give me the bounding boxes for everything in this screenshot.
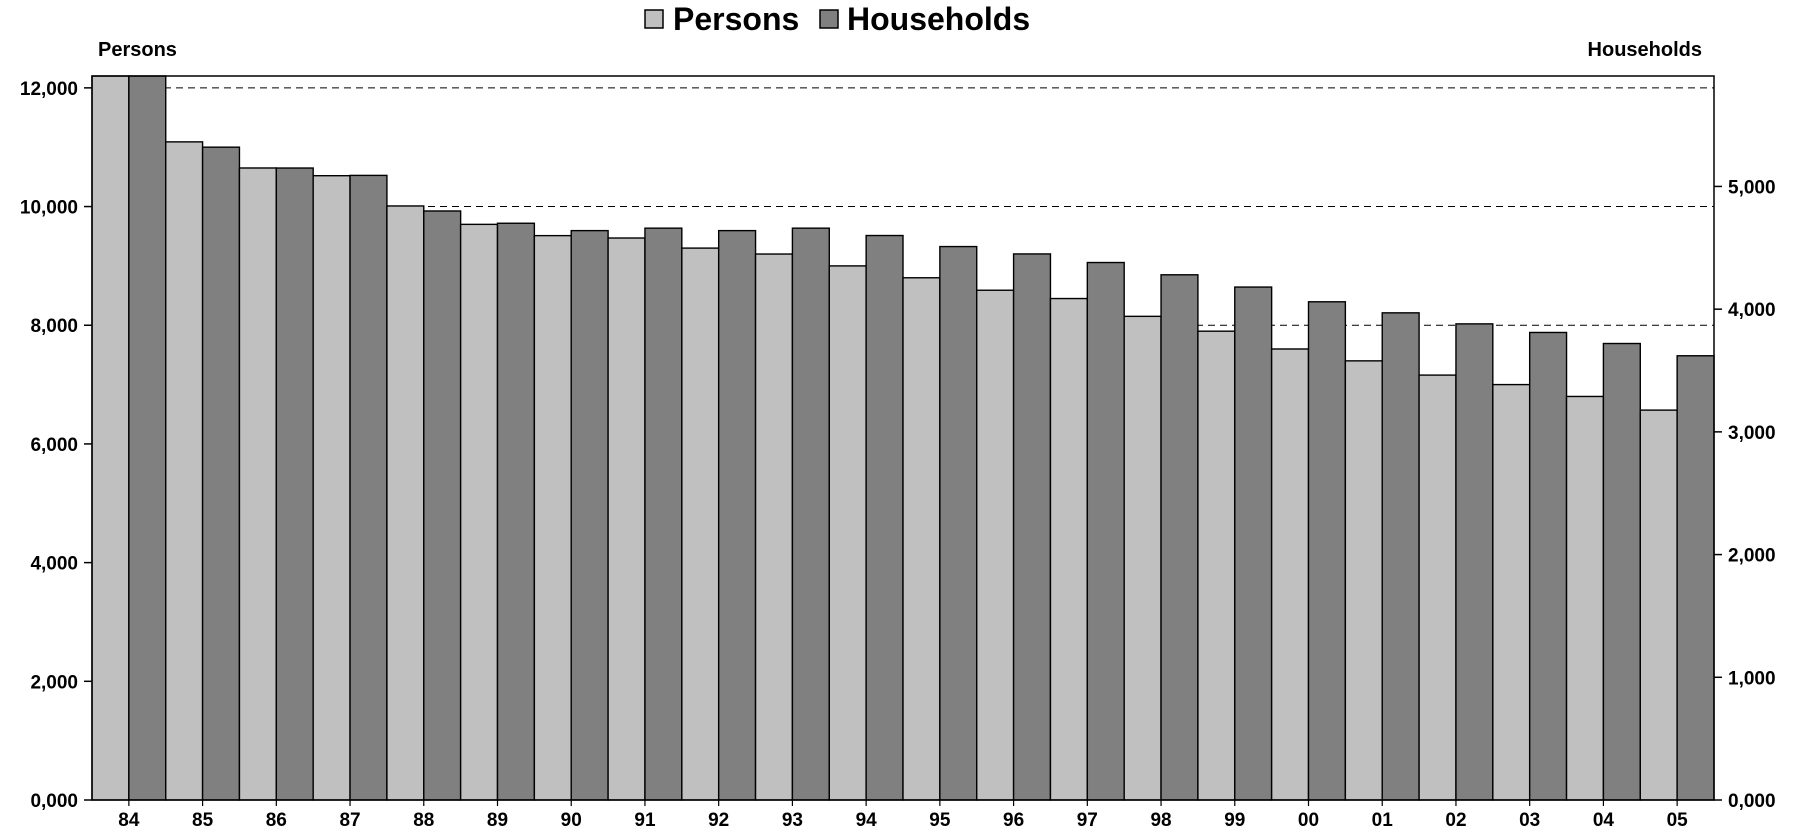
- bar-households-96: [1012, 253, 1052, 801]
- bar-persons-92: [681, 247, 720, 801]
- left-tick-label: 8,000: [30, 316, 78, 337]
- bar-persons-04: [1565, 395, 1605, 801]
- left-axis-title: Persons: [98, 39, 177, 61]
- bar-households-87: [349, 174, 388, 801]
- bars: [91, 75, 1715, 801]
- x-tick-label: 93: [782, 810, 803, 831]
- right-tick-label: 2,000: [1728, 546, 1776, 567]
- right-tick-label: 1,000: [1728, 668, 1776, 689]
- bar-persons-90: [533, 234, 572, 801]
- bar-persons-03: [1492, 383, 1531, 801]
- bar-households-88: [423, 210, 462, 801]
- bar-persons-00: [1270, 348, 1310, 801]
- bar-persons-99: [1197, 330, 1236, 801]
- x-tick-label: 03: [1519, 810, 1540, 831]
- right-axis-title: Households: [1588, 39, 1702, 61]
- bar-persons-86: [238, 167, 278, 801]
- bar-households-01: [1381, 312, 1420, 801]
- x-tick-label: 85: [192, 810, 214, 831]
- x-tick-label: 89: [487, 810, 508, 831]
- legend-swatch-persons: [644, 9, 664, 29]
- left-axis: 0,000 2,000 4,000 6,000 8,000 10,000 12,000: [20, 79, 92, 812]
- x-tick-label: 88: [413, 810, 434, 831]
- bar-households-05: [1676, 355, 1715, 801]
- x-tick-label: 04: [1593, 810, 1615, 831]
- bar-households-00: [1307, 301, 1347, 801]
- left-tick-label: 0,000: [30, 791, 78, 812]
- bar-persons-85: [165, 141, 204, 801]
- bar-households-94: [865, 234, 904, 801]
- bar-persons-89: [459, 223, 499, 801]
- bar-households-95: [939, 245, 978, 801]
- bar-persons-05: [1639, 409, 1678, 801]
- right-tick-label: 5,000: [1728, 177, 1776, 198]
- bar-households-03: [1528, 331, 1568, 801]
- legend-label-persons: Persons: [673, 1, 799, 37]
- x-tick-label: 00: [1298, 810, 1319, 831]
- legend: Persons Households: [644, 1, 1030, 37]
- right-tick-label: 3,000: [1728, 423, 1776, 444]
- bar-persons-97: [1049, 297, 1089, 801]
- plot-frame: [91, 75, 1715, 801]
- x-tick-label: 05: [1667, 810, 1689, 831]
- x-tick-label: 86: [266, 810, 287, 831]
- x-tick-label: 92: [708, 810, 729, 831]
- left-tick-label: 10,000: [20, 198, 78, 219]
- left-tick-label: 6,000: [30, 435, 78, 456]
- x-tick-label: 02: [1445, 810, 1466, 831]
- left-tick-label: 4,000: [30, 554, 78, 575]
- x-axis: 84 85 86 87 88 89 90 91 92 93 94 95 96 97 98 99 00 01 02 03…: [118, 800, 1688, 831]
- bar-persons-84: [91, 75, 130, 801]
- legend-label-households: Households: [847, 1, 1030, 37]
- bar-households-02: [1455, 323, 1494, 801]
- bar-households-99: [1234, 286, 1273, 801]
- bar-households-85: [201, 146, 241, 801]
- bar-persons-01: [1344, 360, 1383, 801]
- bar-persons-87: [312, 174, 351, 801]
- x-tick-label: 95: [929, 810, 951, 831]
- bar-households-91: [644, 227, 683, 801]
- x-tick-label: 01: [1372, 810, 1394, 831]
- bar-persons-93: [754, 253, 794, 801]
- x-tick-label: 87: [339, 810, 360, 831]
- bar-households-84: [128, 75, 167, 801]
- right-axis: 0,000 1,000 2,000 3,000 4,000 5,000: [1714, 177, 1776, 812]
- bar-persons-94: [828, 265, 867, 801]
- bar-households-86: [275, 167, 314, 801]
- x-tick-label: 97: [1077, 810, 1098, 831]
- bar-households-04: [1602, 342, 1641, 801]
- bar-households-97: [1086, 261, 1125, 801]
- bar-households-90: [570, 229, 609, 801]
- left-tick-label: 2,000: [30, 672, 78, 693]
- bar-persons-98: [1123, 315, 1162, 801]
- x-tick-label: 96: [1003, 810, 1024, 831]
- bar-households-89: [496, 222, 536, 801]
- bar-persons-96: [976, 289, 1015, 801]
- bar-households-93: [791, 227, 830, 801]
- bar-persons-91: [607, 237, 646, 801]
- bar-households-92: [717, 229, 757, 801]
- x-tick-label: 90: [561, 810, 582, 831]
- bar-households-98: [1160, 274, 1199, 801]
- legend-swatch-households: [819, 9, 839, 29]
- x-tick-label: 91: [634, 810, 656, 831]
- left-tick-label: 12,000: [20, 79, 78, 100]
- right-tick-label: 4,000: [1728, 300, 1776, 321]
- bar-persons-95: [902, 277, 941, 801]
- right-tick-label: 0,000: [1728, 791, 1776, 812]
- bar-persons-88: [386, 205, 425, 801]
- x-tick-label: 98: [1150, 810, 1171, 831]
- x-tick-label: 84: [118, 810, 140, 831]
- bar-persons-02: [1418, 374, 1457, 801]
- x-tick-label: 99: [1224, 810, 1245, 831]
- x-tick-label: 94: [856, 810, 878, 831]
